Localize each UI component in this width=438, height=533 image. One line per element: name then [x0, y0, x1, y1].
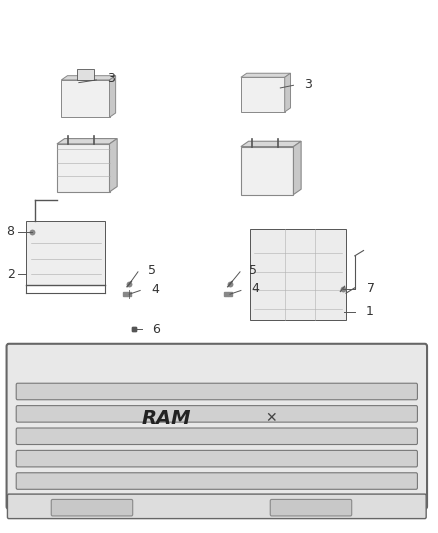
Text: 1: 1	[366, 305, 374, 318]
Polygon shape	[61, 76, 116, 80]
Polygon shape	[293, 141, 301, 195]
Polygon shape	[26, 221, 105, 285]
FancyBboxPatch shape	[16, 406, 417, 422]
Polygon shape	[250, 229, 346, 320]
FancyBboxPatch shape	[51, 499, 133, 516]
FancyBboxPatch shape	[270, 499, 352, 516]
Text: 3: 3	[304, 78, 312, 91]
Text: 6: 6	[152, 323, 160, 336]
Polygon shape	[57, 144, 110, 192]
Polygon shape	[241, 147, 293, 195]
Text: 4: 4	[252, 282, 260, 295]
FancyBboxPatch shape	[16, 383, 417, 400]
FancyBboxPatch shape	[16, 428, 417, 445]
FancyBboxPatch shape	[16, 450, 417, 467]
FancyBboxPatch shape	[16, 473, 417, 489]
Text: 8: 8	[6, 225, 14, 238]
Text: 5: 5	[148, 264, 156, 277]
Polygon shape	[110, 139, 117, 192]
FancyBboxPatch shape	[7, 494, 426, 519]
Polygon shape	[61, 80, 110, 117]
FancyBboxPatch shape	[7, 344, 427, 509]
Polygon shape	[77, 69, 94, 80]
Text: 4: 4	[151, 283, 159, 296]
Text: 2: 2	[7, 268, 15, 281]
Text: 7: 7	[367, 282, 375, 295]
Polygon shape	[285, 73, 290, 112]
Polygon shape	[57, 139, 117, 144]
Text: 3: 3	[107, 72, 115, 85]
Text: 5: 5	[249, 264, 257, 277]
Polygon shape	[241, 77, 285, 112]
Text: |: |	[128, 290, 131, 299]
Text: RAM: RAM	[141, 409, 191, 428]
Polygon shape	[110, 76, 116, 117]
Text: ✕: ✕	[266, 411, 277, 425]
Polygon shape	[241, 141, 301, 147]
Polygon shape	[241, 73, 290, 77]
